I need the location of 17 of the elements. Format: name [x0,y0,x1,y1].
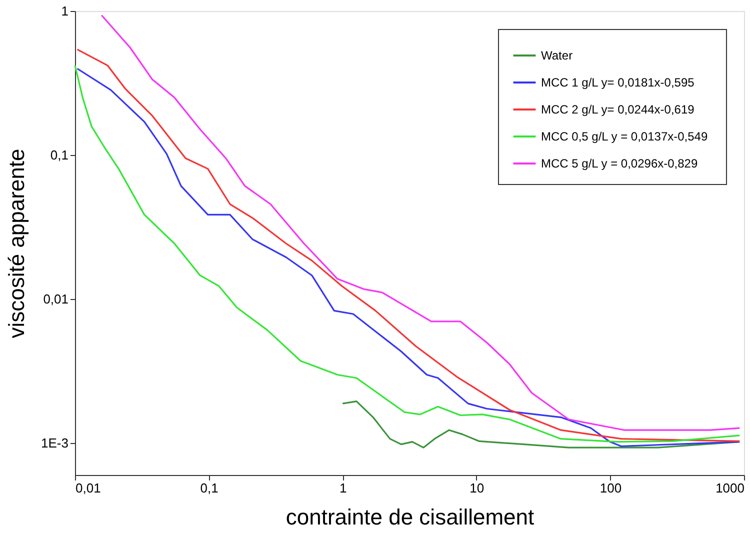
x-tick-label: 1 [339,480,347,496]
x-axis-title: contrainte de cisaillement [286,504,534,530]
legend-label: MCC 5 g/L y = 0,0296x-0,829 [541,156,698,170]
legend-label: MCC 2 g/L y= 0,0244x-0,619 [541,102,695,116]
y-tick-label: 1E-3 [41,436,68,451]
y-tick-label: 0,1 [50,148,68,163]
y-tick-label: 0,01 [43,292,68,307]
x-tick-label: 10 [470,480,484,496]
y-axis-title: viscosité apparente [4,148,30,338]
legend-label: MCC 0,5 g/L y = 0,0137x-0,549 [541,130,708,144]
y-tick-label: 1 [61,4,68,18]
x-tick-label: 0,01 [76,480,101,496]
x-tick-label: 100 [600,480,622,496]
legend-label: MCC 1 g/L y= 0,0181x-0,595 [541,76,695,90]
x-tick-label: 1000 [716,480,744,496]
legend-label: Water [541,48,573,62]
x-tick-label: 0,1 [200,480,218,496]
